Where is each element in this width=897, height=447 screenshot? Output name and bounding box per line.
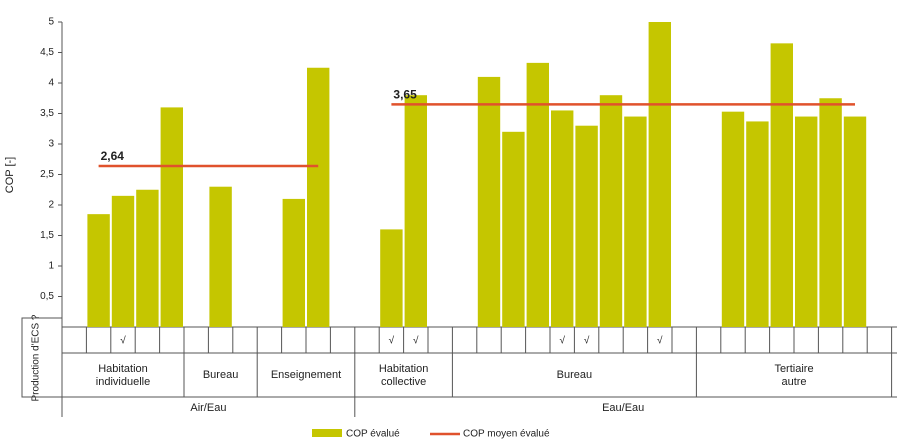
ecs-check: √ — [657, 335, 663, 347]
bar — [526, 62, 549, 328]
legend-label: COP moyen évalué — [463, 429, 550, 440]
bar — [746, 121, 769, 328]
row-label-cell — [21, 317, 63, 398]
bar — [624, 116, 647, 327]
group-label: Eau/Eau — [602, 402, 644, 414]
y-tick-label: 1,5 — [40, 230, 54, 241]
y-tick-label: 4,5 — [40, 47, 54, 58]
y-tick-label: 5 — [48, 17, 54, 28]
ecs-check: √ — [389, 335, 395, 347]
bar — [843, 116, 867, 327]
y-tick-label: 2,5 — [40, 169, 54, 180]
legend-swatch — [312, 429, 342, 437]
subgroup-label: Bureau — [203, 369, 238, 381]
ecs-check: √ — [413, 335, 419, 347]
ecs-check: √ — [584, 335, 590, 347]
y-tick-label: 0,5 — [40, 291, 54, 302]
legend-label: COP évalué — [346, 429, 400, 440]
ecs-check: √ — [120, 335, 126, 347]
bar — [160, 107, 183, 328]
bar — [209, 186, 232, 327]
average-label: 2,64 — [101, 149, 125, 163]
y-tick-label: 3 — [48, 139, 54, 150]
bar — [136, 189, 159, 327]
bar — [721, 111, 745, 327]
bar — [648, 22, 671, 327]
bar — [795, 116, 818, 327]
bar — [477, 76, 501, 328]
group-label: Air/Eau — [190, 402, 226, 414]
subgroup-label: Enseignement — [271, 369, 341, 381]
bar — [404, 95, 427, 327]
bar — [819, 98, 842, 327]
subgroup-label: Tertiaire autre — [774, 363, 813, 388]
bar — [307, 67, 330, 327]
bar — [770, 43, 793, 327]
bar — [599, 95, 623, 327]
bar — [282, 198, 305, 327]
subgroup-label: Habitation collective — [379, 363, 429, 388]
bar — [87, 214, 110, 327]
y-axis-label: COP [-] — [4, 157, 16, 193]
y-tick-label: 2 — [48, 200, 54, 211]
y-tick-label: 1 — [48, 261, 54, 272]
ecs-check: √ — [559, 335, 565, 347]
subgroup-label: Bureau — [557, 369, 592, 381]
bar — [502, 131, 525, 327]
y-tick-label: 3,5 — [40, 108, 54, 119]
bar — [380, 229, 403, 327]
average-label: 3,65 — [393, 88, 417, 102]
bar — [575, 125, 598, 327]
bar — [551, 110, 574, 327]
subgroup-label: Habitation individuelle — [96, 363, 150, 388]
row-label: Production d'ECS ? — [31, 314, 42, 401]
y-tick-label: 4 — [48, 78, 54, 89]
bar — [111, 195, 135, 327]
